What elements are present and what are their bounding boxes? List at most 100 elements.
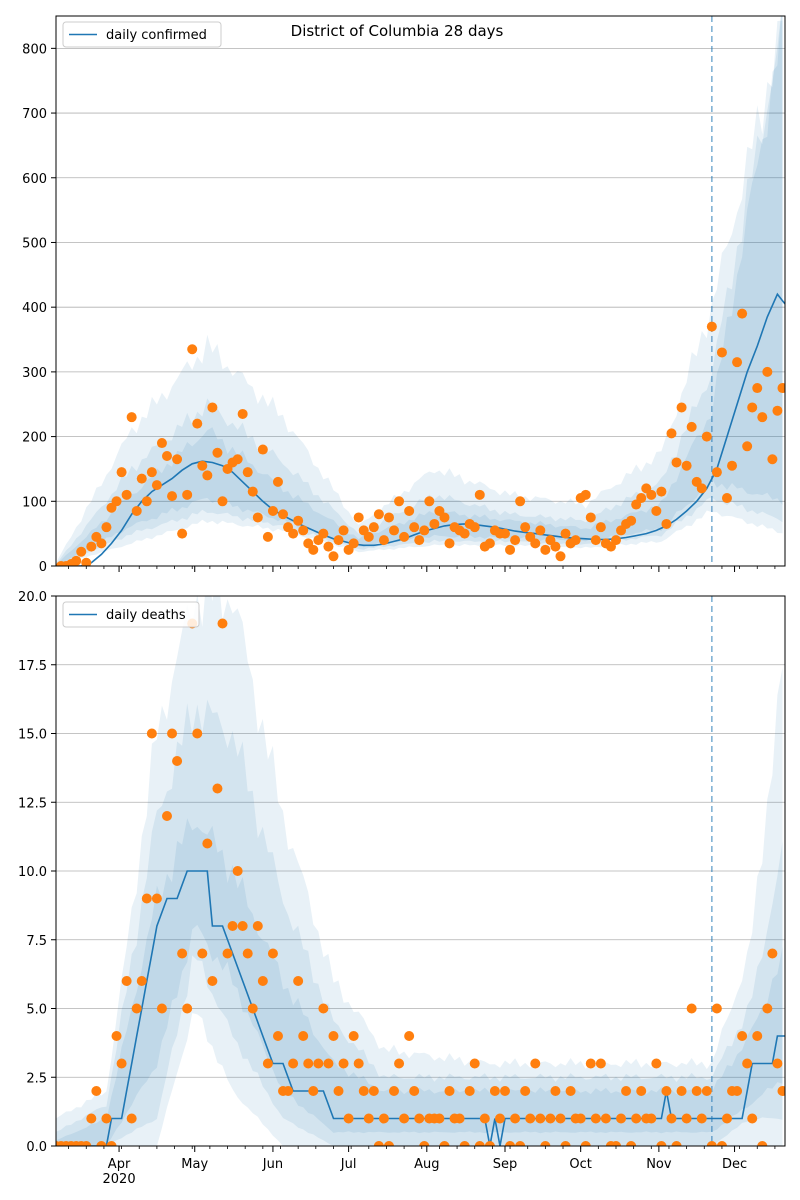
deaths-ytick-label: 2.5 (26, 1071, 47, 1086)
deaths-legend-box (62, 601, 200, 628)
confirmed-observed-point (590, 535, 601, 546)
deaths-observed-point (459, 1141, 470, 1146)
confirmed-observed-point (328, 551, 339, 562)
confirmed-ytick-label: 300 (22, 366, 47, 381)
deaths-observed-point (666, 1113, 677, 1124)
confirmed-observed-point (752, 383, 763, 394)
confirmed-observed-point (610, 535, 621, 546)
confirmed-observed-point (187, 344, 198, 355)
deaths-observed-point (540, 1141, 551, 1146)
confirmed-legend-label: daily confirmed (106, 28, 207, 43)
confirmed-observed-point (716, 347, 727, 358)
confirmed-observed-point (293, 515, 304, 526)
confirmed-axes-frame (55, 15, 786, 567)
deaths-observed-point (621, 1086, 632, 1096)
deaths-observed-point (389, 1086, 400, 1096)
deaths-ytick-label: 5.0 (26, 1003, 47, 1018)
deaths-observed-point (535, 1113, 546, 1124)
confirmed-observed-point (444, 538, 455, 549)
confirmed-observed-point (272, 476, 283, 487)
confirmed-observed-point (172, 454, 183, 465)
deaths-observed-point (681, 1113, 692, 1124)
confirmed-observed-point (298, 525, 309, 536)
confirmed-observed-point (505, 544, 516, 555)
confirmed-observed-point (701, 431, 712, 442)
confirmed-observed-point (474, 489, 485, 500)
confirmed-observed-point (737, 308, 748, 319)
deaths-observed-point (479, 1113, 490, 1124)
deaths-observed-point (121, 976, 132, 986)
deaths-observed-point (484, 1141, 495, 1146)
confirmed-ytick-label: 100 (22, 495, 47, 510)
deaths-observed-point (353, 1058, 364, 1069)
deaths-interval-band (56, 818, 783, 1146)
confirmed-ytick-label: 500 (22, 236, 47, 251)
deaths-observed-point (409, 1086, 420, 1096)
deaths-ytick-label: 12.5 (18, 796, 47, 811)
xtick-label-sep: Sep (493, 1157, 518, 1172)
deaths-observed-point (772, 1058, 783, 1069)
confirmed-observed-point (121, 489, 132, 500)
confirmed-observed-point (242, 467, 253, 478)
deaths-observed-point (510, 1113, 521, 1124)
deaths-ytick-label: 0.0 (26, 1140, 47, 1155)
deaths-observed-point (737, 1031, 748, 1041)
deaths-observed-point (691, 1086, 702, 1096)
deaths-ytick-label: 17.5 (18, 659, 47, 674)
deaths-observed-point (293, 976, 304, 986)
deaths-observed-point (368, 1086, 379, 1096)
confirmed-observed-point (595, 522, 606, 533)
deaths-observed-point (167, 728, 178, 739)
confirmed-observed-point (262, 531, 273, 542)
deaths-observed-point (454, 1113, 465, 1124)
deaths-observed-point (444, 1086, 455, 1096)
confirmed-observed-point (651, 506, 662, 516)
confirmed-observed-point (136, 473, 147, 484)
confirmed-observed-point (399, 531, 410, 542)
confirmed-ytick-label: 600 (22, 172, 47, 187)
deaths-observed-point (494, 1113, 505, 1124)
deaths-observed-point (696, 1113, 707, 1124)
confirmed-observed-point (101, 522, 112, 533)
confirmed-ytick-label: 700 (22, 107, 47, 122)
deaths-observed-point (439, 1141, 450, 1146)
deaths-observed-point (383, 1141, 394, 1146)
confirmed-observed-point (126, 412, 137, 423)
confirmed-interval-band (56, 16, 783, 566)
confirmed-observed-point (439, 512, 450, 523)
deaths-observed-point (646, 1113, 657, 1124)
confirmed-observed-point (338, 525, 349, 536)
deaths-legend: daily deaths (62, 601, 200, 628)
deaths-observed-point (182, 1003, 193, 1014)
deaths-observed-point (651, 1058, 662, 1069)
confirmed-observed-point (580, 489, 591, 500)
confirmed-observed-point (383, 512, 394, 523)
deaths-observed-point (222, 948, 233, 959)
deaths-observed-point (545, 1113, 556, 1124)
confirmed-observed-point (419, 525, 430, 536)
confirmed-observed-point (378, 535, 389, 546)
deaths-observed-point (434, 1113, 445, 1124)
deaths-observed-point (358, 1086, 369, 1096)
deaths-observed-point (721, 1113, 732, 1124)
deaths-observed-point (96, 1141, 107, 1146)
deaths-observed-point (414, 1113, 425, 1124)
deaths-observed-point (333, 1086, 344, 1096)
deaths-interval-band (56, 699, 783, 1146)
deaths-observed-point (585, 1058, 596, 1069)
xtick-year-label: 2020 (103, 1172, 136, 1187)
confirmed-observed-point (212, 447, 223, 458)
deaths-observed-point (464, 1086, 475, 1096)
deaths-observed-point (81, 1141, 92, 1146)
xtick-label-apr: Apr (108, 1157, 131, 1172)
deaths-observed-point (716, 1141, 727, 1146)
confirmed-observed-point (373, 509, 384, 520)
deaths-observed-point (192, 728, 203, 739)
confirmed-observed-point (288, 528, 299, 539)
confirmed-observed-point (510, 535, 521, 546)
deaths-observed-point (711, 1003, 722, 1014)
deaths-observed-point (626, 1141, 637, 1146)
deaths-observed-point (777, 1086, 785, 1096)
confirmed-observed-point (767, 454, 778, 465)
deaths-panel: 0.0 2.5 5.0 7.5 10.0 12.5 15.0 17.5 20.0 Apr May Ju… (18, 590, 786, 1187)
